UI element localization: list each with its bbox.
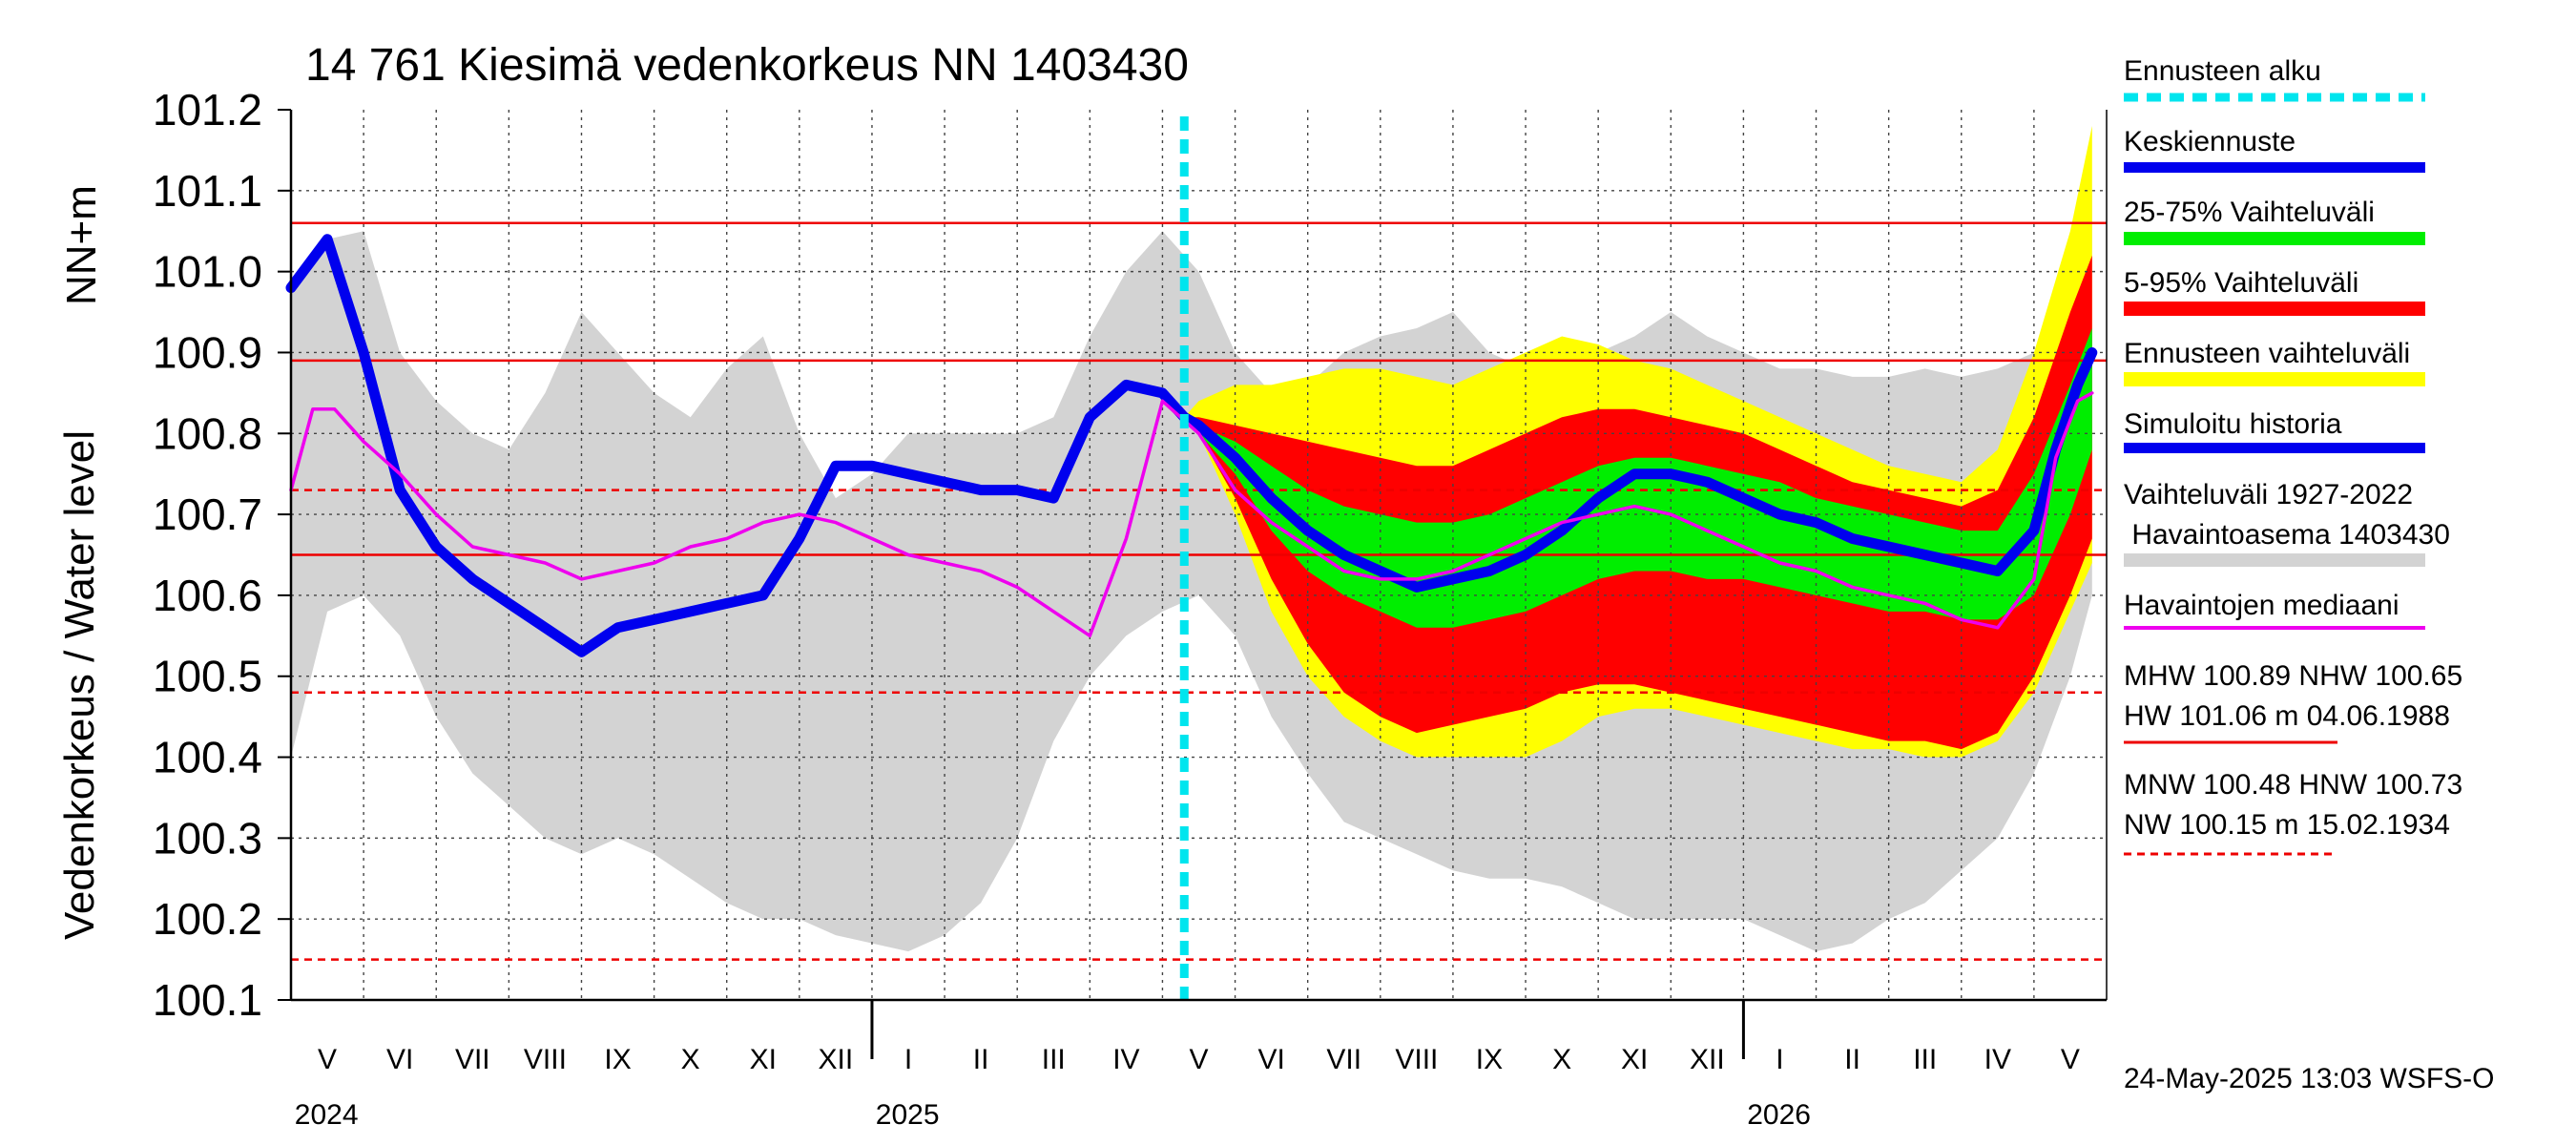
legend-obs-median: Havaintojen mediaani — [2124, 590, 2399, 621]
legend-stats1-line2: HW 101.06 m 04.06.1988 — [2124, 700, 2450, 732]
legend-hist-range-line2: Havaintoasema 1403430 — [2124, 519, 2450, 551]
legend-stats2-line2: NW 100.15 m 15.02.1934 — [2124, 809, 2450, 841]
y-axis-label: Vedenkorkeus / Water level — [56, 430, 103, 940]
legend-range-25-75-swatch — [2124, 232, 2425, 245]
footer-timestamp: 24-May-2025 13:03 WSFS-O — [2124, 1063, 2495, 1094]
y-tick-labels: 101.2 101.1 101.0 100.9 100.8 100.7 100.6 100.5… — [153, 85, 291, 1025]
y-tick-label: 100.6 — [153, 571, 262, 620]
legend: Ennusteen alku Keskiennuste 25-75% Vaiht… — [2124, 55, 2462, 856]
y-tick-label: 100.7 — [153, 489, 262, 539]
y-tick-label: 101.1 — [153, 166, 262, 216]
month-label: VIII — [1395, 1044, 1438, 1075]
month-label: I — [904, 1044, 912, 1075]
month-label: VII — [1326, 1044, 1361, 1075]
month-label: IX — [1476, 1044, 1503, 1075]
legend-obs-median-swatch — [2124, 626, 2425, 630]
month-label: IV — [1984, 1044, 2011, 1075]
y-tick-label: 101.2 — [153, 85, 262, 135]
series-line-0 — [285, 234, 1190, 657]
month-labels: V VI VII VIII IX X XI XII I II III IV V VI VII VIII IX X X… — [318, 1044, 2080, 1075]
month-label: III — [1913, 1044, 1937, 1075]
month-label: XII — [1690, 1044, 1725, 1075]
year-label: 2026 — [1747, 1099, 1811, 1131]
month-label: X — [681, 1044, 700, 1075]
y-axis-unit: NN+m — [58, 185, 105, 305]
legend-range-25-75: 25-75% Vaihteluväli — [2124, 197, 2375, 228]
month-label: V — [2061, 1044, 2080, 1075]
chart-title: 14 761 Kiesimä vedenkorkeus NN 1403430 — [305, 40, 1189, 91]
legend-forecast-range: Ennusteen vaihteluväli — [2124, 338, 2410, 369]
legend-simulated-history: Simuloitu historia — [2124, 408, 2342, 440]
month-label: VII — [455, 1044, 490, 1075]
month-label: II — [1844, 1044, 1860, 1075]
series-lines — [285, 234, 2098, 657]
month-label: V — [1189, 1044, 1208, 1075]
legend-hist-range-line1: Vaihteluväli 1927-2022 — [2124, 479, 2413, 510]
month-label: V — [318, 1044, 337, 1075]
y-tick-label: 100.3 — [153, 813, 262, 863]
y-tick-label: 101.0 — [153, 247, 262, 297]
series-line-2 — [289, 391, 2094, 638]
month-label: XII — [819, 1044, 854, 1075]
month-label: I — [1776, 1044, 1783, 1075]
month-label: X — [1552, 1044, 1571, 1075]
y-tick-label: 100.8 — [153, 408, 262, 458]
reference-lines — [291, 221, 2107, 961]
series-line-1 — [1178, 347, 2098, 593]
month-label: II — [973, 1044, 989, 1075]
y-tick-label: 100.5 — [153, 652, 262, 701]
month-label: VI — [1257, 1044, 1284, 1075]
legend-forecast-range-swatch — [2124, 372, 2425, 386]
y-tick-label: 100.4 — [153, 733, 262, 782]
y-tick-label: 100.1 — [153, 975, 262, 1025]
legend-hist-range-swatch — [2124, 553, 2425, 567]
legend-forecast-start: Ennusteen alku — [2124, 55, 2321, 87]
month-label: III — [1042, 1044, 1066, 1075]
month-label: XI — [750, 1044, 777, 1075]
month-label: IX — [604, 1044, 631, 1075]
legend-mean-forecast: Keskiennuste — [2124, 126, 2296, 157]
month-label: XI — [1621, 1044, 1648, 1075]
year-labels: 2024 2025 2026 — [295, 1099, 1811, 1131]
legend-stats2-line1: MNW 100.48 HNW 100.73 — [2124, 769, 2462, 801]
y-tick-label: 100.2 — [153, 894, 262, 944]
legend-range-5-95-swatch — [2124, 302, 2425, 316]
year-label: 2024 — [295, 1099, 359, 1131]
bands-layer — [291, 126, 2092, 952]
legend-range-5-95: 5-95% Vaihteluväli — [2124, 267, 2358, 299]
month-label: IV — [1112, 1044, 1139, 1075]
axes — [289, 110, 2108, 1059]
legend-mean-forecast-swatch — [2124, 162, 2425, 173]
year-label: 2025 — [876, 1099, 940, 1131]
month-label: VI — [386, 1044, 413, 1075]
legend-simulated-history-swatch — [2124, 443, 2425, 453]
y-tick-label: 100.9 — [153, 327, 262, 377]
legend-stats1-line1: MHW 100.89 NHW 100.65 — [2124, 660, 2462, 692]
month-label: VIII — [524, 1044, 567, 1075]
